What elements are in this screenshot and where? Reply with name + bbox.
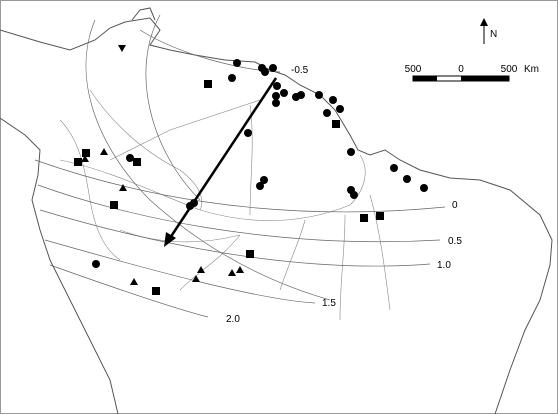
north-arrow: N [480,18,497,44]
gradient-arrow [164,77,278,247]
sites [74,45,428,295]
triangle-site [130,278,138,285]
circle-site [256,182,264,190]
contour-label: 0 [452,200,458,211]
circle-site [228,74,236,82]
circle-site [92,260,100,268]
square-site [376,212,384,220]
scale-unit: Km [524,64,539,75]
north-label: N [490,29,497,40]
square-site [332,120,340,128]
circle-site [244,129,252,137]
square-site [133,158,141,166]
scale-label: 500 [501,64,518,75]
circle-site [269,64,277,72]
scale-bar: 500 0 500 Km [405,64,539,82]
coastline [0,7,553,414]
circle-site [261,68,269,76]
square-site [110,201,118,209]
triangle-site [100,148,108,155]
square-site [360,214,368,222]
triangle-site [119,184,127,191]
square-site [82,149,90,157]
circle-site [297,91,305,99]
triangle-site [118,45,126,52]
circle-site [420,184,428,192]
circle-site [347,148,355,156]
contour-label: 1.0 [437,260,451,271]
triangle-site [228,269,236,276]
scale-label: 0 [458,64,464,75]
circle-site [272,92,280,100]
triangle-site [192,275,200,282]
scale-label: 500 [405,64,422,75]
triangle-site [236,266,244,273]
square-site [74,158,82,166]
circle-site [126,154,134,162]
circle-site [260,176,268,184]
circle-site [336,105,344,113]
circle-site [280,89,288,97]
square-site [152,287,160,295]
circle-site [350,191,358,199]
circle-site [329,96,337,104]
triangle-site [81,155,89,162]
triangle-site [197,266,205,273]
contour-labels: -0.5 0 0.5 1.0 1.5 2.0 [226,65,462,325]
circle-site [315,91,323,99]
square-site [246,250,254,258]
circle-site [390,164,398,172]
circle-site [233,59,241,67]
square-site [204,80,212,88]
contour-label: 0.5 [448,236,462,247]
circle-site [272,99,280,107]
contour-label: -0.5 [291,65,309,76]
circle-site [403,175,411,183]
circle-site [323,109,331,117]
contour-label: 2.0 [226,314,240,325]
contour-label: 1.5 [322,298,336,309]
circle-site [273,82,281,90]
